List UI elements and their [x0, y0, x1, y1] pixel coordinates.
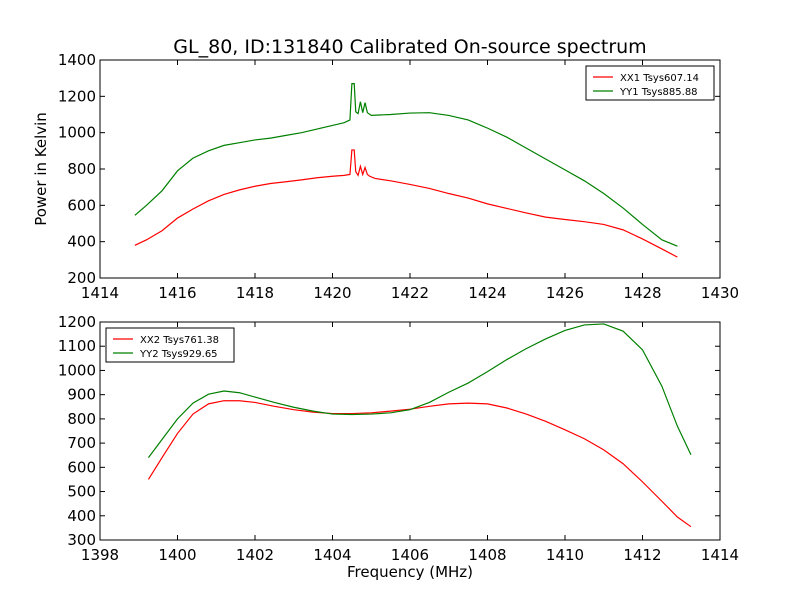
- legend-label: XX2 Tsys761.38: [140, 335, 219, 346]
- series-line-yy2: [147, 323, 692, 458]
- legend-label: YY1 Tsys885.88: [619, 87, 698, 98]
- x-tick-label: 1418: [236, 284, 274, 302]
- legend-label: XX1 Tsys607.14: [620, 73, 699, 84]
- x-tick-label: 1408: [468, 546, 506, 564]
- y-tick-label: 800: [67, 160, 96, 178]
- legend: XX2 Tsys761.38 YY2 Tsys929.65: [105, 327, 235, 363]
- legend-box: [105, 327, 235, 363]
- y-tick-label: 600: [67, 196, 96, 214]
- x-tick-label: 1416: [158, 284, 196, 302]
- x-tick-label: 1398: [81, 546, 119, 564]
- y-tick-label: 1000: [58, 124, 96, 142]
- y-tick-label: 200: [67, 269, 96, 287]
- bottom-panel: 1398 1400 1402 1404 1406 1408 1410 1412 1414 300 4…: [58, 313, 739, 581]
- y-axis-label: Power in Kelvin: [32, 112, 50, 226]
- top-panel: 1414 1416 1418 1420 1422 1424 1426 1428 1430 200 4…: [32, 51, 739, 302]
- x-tick-label: 1426: [546, 284, 584, 302]
- y-tick-label: 300: [67, 531, 96, 549]
- x-tick-label: 1400: [158, 546, 196, 564]
- x-tick-label: 1404: [313, 546, 351, 564]
- x-tick-label: 1410: [546, 546, 584, 564]
- x-tick-label: 1422: [391, 284, 429, 302]
- chart-title: GL_80, ID:131840 Calibrated On-source sp…: [173, 36, 646, 58]
- legend-label: YY2 Tsys929.65: [139, 349, 218, 360]
- x-tick-label: 1424: [468, 284, 506, 302]
- y-tick-label: 1200: [58, 313, 96, 331]
- x-tick-label: 1428: [623, 284, 661, 302]
- legend-box: [585, 65, 715, 101]
- y-tick-label: 1400: [58, 51, 96, 69]
- x-tick-label: 1414: [701, 546, 739, 564]
- y-tick-label: 700: [67, 434, 96, 452]
- y-tick-label: 800: [67, 410, 96, 428]
- y-tick-label: 400: [67, 507, 96, 525]
- x-tick-label: 1414: [81, 284, 119, 302]
- y-tick-label: 600: [67, 458, 96, 476]
- x-axis-label: Frequency (MHz): [347, 563, 473, 581]
- legend: XX1 Tsys607.14 YY1 Tsys885.88: [585, 65, 715, 101]
- series-line-xx1: [134, 149, 678, 258]
- y-tick-label: 1100: [58, 337, 96, 355]
- y-tick-label: 400: [67, 233, 96, 251]
- x-tick-label: 1406: [391, 546, 429, 564]
- y-tick-label: 1200: [58, 87, 96, 105]
- x-tick-label: 1412: [623, 546, 661, 564]
- y-tick-label: 1000: [58, 361, 96, 379]
- y-tick-label: 500: [67, 483, 96, 501]
- x-tick-label: 1430: [701, 284, 739, 302]
- series-line-yy1: [134, 83, 678, 247]
- x-tick-label: 1402: [236, 546, 274, 564]
- y-tick-label: 900: [67, 386, 96, 404]
- x-tick-label: 1420: [313, 284, 351, 302]
